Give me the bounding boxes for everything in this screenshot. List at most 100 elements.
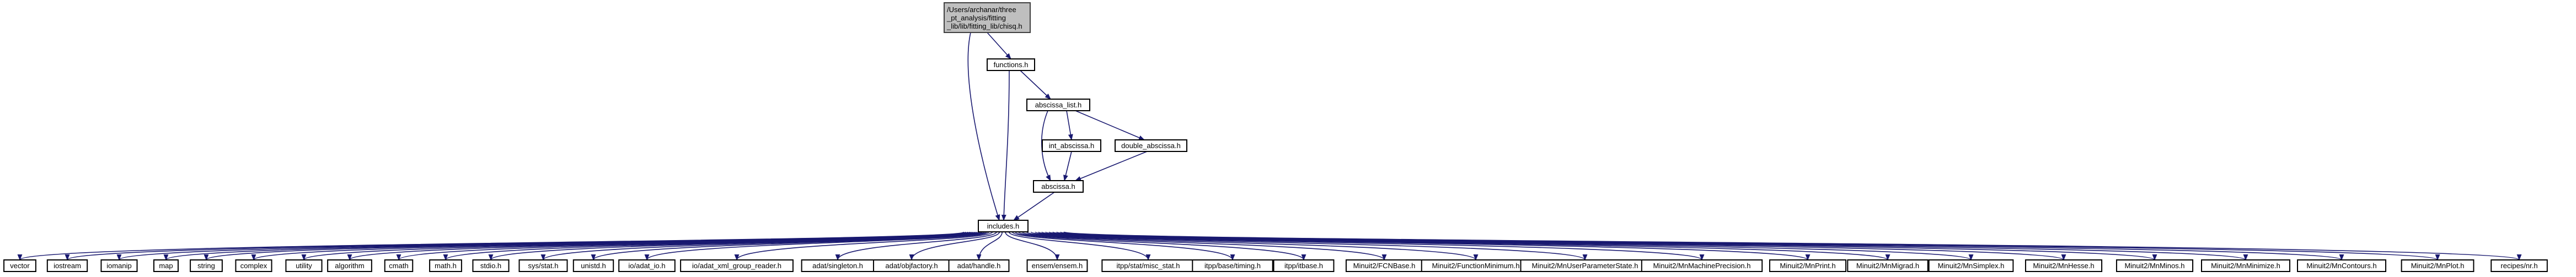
leaf-label: math.h [435,262,457,270]
root-line-3: _lib/lib/fitting_lib/chisq.h [946,22,1022,30]
leaf-label: complex [240,262,267,270]
leaf-io-adat-xml-group-reader-h[interactable]: io/adat_xml_group_reader.h [680,259,794,272]
leaf-minuit2-functionminimum-h[interactable]: Minuit2/FunctionMinimum.h [1421,259,1531,272]
leaf-label: adat/handle.h [957,262,1001,270]
leaf-label: Minuit2/MnPrint.h [1780,262,1835,270]
edge-includes-to-adat-objfactory-h [909,231,1000,261]
edge-abscissa-to-includes [1013,192,1055,221]
leaf-map[interactable]: map [153,259,179,272]
leaf-label: Minuit2/MnHesse.h [2033,262,2094,270]
leaf-label: map [159,262,173,270]
node-abscissa-list-h[interactable]: abscissa_list.h [1026,99,1090,111]
leaf-label: algorithm [335,262,364,270]
leaf-label: Minuit2/MnMigrad.h [1856,262,1919,270]
edge-functions-to-includes [1001,70,1010,221]
leaf-iomanip[interactable]: iomanip [100,259,138,272]
leaf-label: iostream [53,262,81,270]
root-line-1: /Users/archanar/three [947,6,1016,14]
edge-includes-to-minuit2-mncontours-h [1056,231,2344,261]
leaf-algorithm[interactable]: algorithm [327,259,372,272]
leaf-label: io/adat_io.h [628,262,665,270]
edge-root-to-includes [967,32,1000,221]
leaf-ensem-ensem-h[interactable]: ensem/ensem.h [1026,259,1088,272]
leaf-math-h[interactable]: math.h [429,259,462,272]
leaf-label: stdio.h [480,262,501,270]
leaf-label: adat/singleton.h [812,262,863,270]
leaf-io-adat-io-h[interactable]: io/adat_io.h [618,259,676,272]
root-line-2: _pt_analysis/fitting [946,14,1006,22]
leaf-itpp-base-timing-h[interactable]: itpp/base/timing.h [1192,259,1273,272]
node-int-abscissa-h[interactable]: int_abscissa.h [1042,139,1101,152]
edge-includes-to-itpp-stat-misc-stat-h [1008,231,1151,261]
leaf-itpp-stat-misc-stat-h[interactable]: itpp/stat/misc_stat.h [1101,259,1195,272]
leaf-label: Minuit2/MnUserParameterState.h [1532,262,1638,270]
edge-includes-to-io-adat-xml-group-reader-h [734,231,993,261]
leaf-label: utility [296,262,312,270]
edge-includes-to-recipes-nr-h [1063,231,2521,261]
leaf-label: Minuit2/FunctionMinimum.h [1432,262,1520,270]
node-includes-h[interactable]: includes.h [978,220,1029,232]
node-chisq-h[interactable]: /Users/archanar/three _pt_analysis/fitti… [944,2,1031,33]
edge-int-abscissa-to-abscissa [1063,151,1072,182]
leaf-stdio-h[interactable]: stdio.h [472,259,510,272]
leaf-adat-objfactory-h[interactable]: adat/objfactory.h [872,259,951,272]
edge-functions-to-abscissa-list [1020,70,1051,100]
leaf-label: unistd.h [581,262,606,270]
node-includes-label: includes.h [987,222,1020,230]
leaf-label: Minuit2/MnSimplex.h [1938,262,2005,270]
edge-abscissa-list-to-double-abscissa [1075,110,1145,140]
leaf-label: itpp/base/timing.h [1204,262,1261,270]
leaf-minuit2-mnmigrad-h[interactable]: Minuit2/MnMigrad.h [1847,259,1929,272]
leaf-minuit2-mnplot-h[interactable]: Minuit2/MnPlot.h [2401,259,2475,272]
node-double-abscissa-h[interactable]: double_abscissa.h [1115,139,1187,152]
leaf-vector[interactable]: vector [3,259,36,272]
edge-abscissa-list-to-int-abscissa [1066,110,1073,141]
leaf-label: io/adat_xml_group_reader.h [692,262,781,270]
leaf-adat-handle-h[interactable]: adat/handle.h [948,259,1010,272]
leaf-label: itpp/itbase.h [1284,262,1323,270]
leaf-utility[interactable]: utility [285,259,323,272]
leaf-minuit2-mnprint-h[interactable]: Minuit2/MnPrint.h [1769,259,1847,272]
leaf-label: recipes/nr.h [2500,262,2537,270]
edge-includes-to-itpp-base-timing-h [1011,231,1235,261]
node-abscissa-h[interactable]: abscissa.h [1033,180,1084,193]
leaf-label: Minuit2/MnPlot.h [2411,262,2465,270]
leaf-label: cmath [389,262,408,270]
edge-double-abscissa-to-abscissa [1074,151,1148,181]
leaf-iostream[interactable]: iostream [46,259,88,272]
leaf-label: Minuit2/MnMachinePrecision.h [1653,262,1750,270]
edge-includes-to-unistd-h [591,231,988,261]
edge-includes-to-ensem-ensem-h [1005,231,1060,261]
leaf-complex[interactable]: complex [235,259,272,272]
leaf-minuit2-mnuserparameterstate-h[interactable]: Minuit2/MnUserParameterState.h [1520,259,1650,272]
edge-includes-to-minuit2-mnuserparameterstate-h [1026,231,1588,261]
leaf-minuit2-fcnbase-h[interactable]: Minuit2/FCNBase.h [1345,259,1423,272]
node-functions-h[interactable]: functions.h [987,58,1035,71]
leaf-recipes-nr-h[interactable]: recipes/nr.h [2491,259,2548,272]
leaf-minuit2-mnsimplex-h[interactable]: Minuit2/MnSimplex.h [1928,259,2014,272]
leaf-minuit2-mnminos-h[interactable]: Minuit2/MnMinos.h [2116,259,2194,272]
leaf-sys-stat-h[interactable]: sys/stat.h [518,259,568,272]
leaf-label: Minuit2/MnMinos.h [2124,262,2184,270]
leaf-label: sys/stat.h [528,262,559,270]
leaf-unistd-h[interactable]: unistd.h [572,259,614,272]
edge-root-to-functions [987,32,1011,59]
leaf-minuit2-mncontours-h[interactable]: Minuit2/MnContours.h [2297,259,2386,272]
leaf-string[interactable]: string [190,259,223,272]
leaf-label: Minuit2/MnMinimize.h [2211,262,2280,270]
leaf-minuit2-mnminimize-h[interactable]: Minuit2/MnMinimize.h [2201,259,2290,272]
leaf-adat-singleton-h[interactable]: adat/singleton.h [801,259,875,272]
leaf-label: iomanip [106,262,132,270]
leaf-label: itpp/stat/misc_stat.h [1117,262,1180,270]
leaf-label: adat/objfactory.h [885,262,938,270]
edge-includes-to-minuit2-mnmachineprecision-h [1030,231,1705,261]
leaf-cmath[interactable]: cmath [384,259,414,272]
leaf-itpp-itbase-h[interactable]: itpp/itbase.h [1273,259,1335,272]
leaf-minuit2-mnhesse-h[interactable]: Minuit2/MnHesse.h [2025,259,2103,272]
leaf-minuit2-mnmachineprecision-h[interactable]: Minuit2/MnMachinePrecision.h [1641,259,1763,272]
node-abscissa-label: abscissa.h [1041,182,1075,191]
leaf-label: ensem/ensem.h [1032,262,1083,270]
node-abscissa-list-label: abscissa_list.h [1035,101,1082,109]
edge-includes-to-adat-singleton-h [835,231,997,261]
